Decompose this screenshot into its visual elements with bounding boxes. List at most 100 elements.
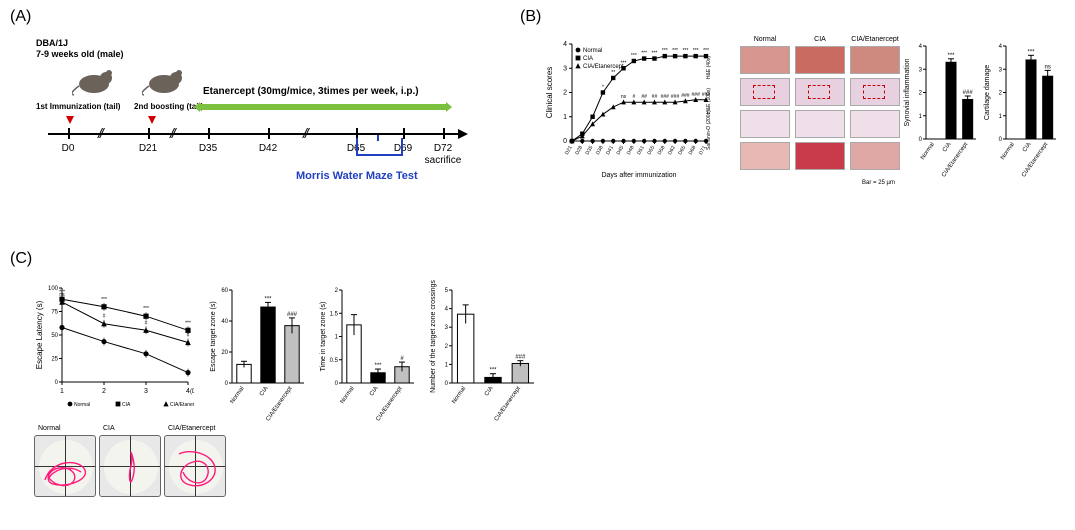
svg-text:***: ***	[662, 48, 668, 54]
svg-text:#: #	[632, 94, 635, 100]
svg-text:Number of the target zone cros: Number of the target zone crossings	[430, 280, 437, 393]
escape-target-bar-chart: 0204060Escape target zone (s)Normal***CI…	[208, 280, 308, 425]
svg-text:***: ***	[672, 48, 678, 54]
svg-text:###: ###	[515, 355, 526, 361]
scale-bar-label: Bar = 25 µm	[862, 180, 895, 186]
svg-text:0: 0	[563, 138, 567, 145]
swim-path-image	[164, 435, 226, 497]
panel-c: (C) 02550751001234(Day)Escape Latency (s…	[8, 250, 608, 520]
mwm-label: Morris Water Maze Test	[296, 170, 418, 182]
svg-text:***: ***	[374, 363, 382, 369]
svg-text:2: 2	[102, 388, 106, 395]
histology-image	[740, 142, 790, 170]
svg-text:3: 3	[445, 325, 449, 331]
svg-text:*: *	[602, 85, 604, 91]
svg-text:***: ***	[101, 297, 107, 303]
tlabel-d42: D42	[259, 143, 277, 154]
histology-image	[795, 110, 845, 138]
svg-text:***: ***	[682, 48, 688, 54]
svg-text:2: 2	[335, 288, 339, 294]
timeline-break-icon: //	[98, 125, 102, 141]
histology-image	[850, 110, 900, 138]
svg-text:D51: D51	[636, 145, 646, 156]
swim-label: Normal	[38, 425, 61, 432]
strain-line1: DBA/1J	[36, 38, 124, 49]
svg-text:***: ***	[631, 53, 637, 59]
svg-text:3: 3	[919, 67, 923, 73]
mwm-bracket	[356, 138, 403, 156]
timeline-arrow-icon	[458, 129, 468, 139]
svg-text:0: 0	[999, 137, 1003, 143]
tick-d0	[68, 128, 70, 139]
svg-text:***: ***	[947, 53, 955, 59]
svg-text:***: ***	[143, 306, 149, 312]
svg-text:Normal: Normal	[340, 386, 356, 405]
svg-text:0.5: 0.5	[330, 358, 339, 364]
svg-text:0: 0	[919, 137, 923, 143]
svg-text:20: 20	[221, 350, 228, 356]
mouse-icon-1	[72, 66, 120, 96]
svg-text:2: 2	[999, 91, 1003, 97]
tlabel-d0: D0	[62, 143, 75, 154]
swim-path-image	[34, 435, 96, 497]
hist-col-normal: Normal	[754, 36, 777, 43]
svg-text:75: 75	[51, 310, 58, 316]
svg-text:25: 25	[51, 357, 58, 363]
svg-text:###: ###	[661, 94, 670, 100]
svg-text:3: 3	[144, 388, 148, 395]
swim-path-image	[99, 435, 161, 497]
histology-image	[740, 110, 790, 138]
svg-text:4: 4	[919, 44, 923, 50]
tlabel-d21: D21	[139, 143, 157, 154]
svg-text:###: ###	[681, 93, 690, 99]
panel-c-label: (C)	[10, 250, 32, 268]
svg-text:1: 1	[563, 114, 567, 121]
svg-text:0: 0	[445, 381, 449, 387]
svg-text:100: 100	[48, 286, 59, 292]
svg-text:Normal: Normal	[230, 386, 246, 405]
panel-a: (A) DBA/1J 7-9 weeks old (male) 1st Immu…	[8, 8, 478, 188]
arrow-immun-2-icon	[148, 116, 156, 124]
svg-text:0: 0	[55, 380, 59, 386]
svg-text:CIA/Etanercept: CIA/Etanercept	[494, 385, 522, 422]
svg-text:CIA/Etanercept: CIA/Etanercept	[583, 64, 624, 70]
escape-latency-chart: 02550751001234(Day)Escape Latency (s)***…	[34, 280, 194, 410]
svg-text:Synovial inflammation: Synovial inflammation	[904, 58, 911, 126]
svg-text:D65: D65	[677, 145, 687, 156]
svg-text:3: 3	[563, 65, 567, 72]
svg-text:CIA: CIA	[942, 142, 953, 154]
svg-text:D58: D58	[657, 145, 667, 156]
histology-image	[795, 142, 845, 170]
svg-text:D62: D62	[667, 145, 677, 156]
svg-text:D48: D48	[626, 145, 636, 156]
svg-text:ns: ns	[59, 292, 65, 298]
svg-text:40: 40	[221, 319, 228, 325]
svg-text:D21: D21	[564, 145, 574, 156]
svg-text:***: ***	[652, 51, 658, 57]
svg-text:2: 2	[445, 344, 449, 350]
histology-grid: Normal CIA CIA/Etanercept H&E (40x)H&E (…	[720, 36, 895, 176]
svg-text:5: 5	[445, 288, 449, 294]
svg-text:**: **	[611, 70, 615, 76]
hist-col-cia: CIA	[814, 36, 826, 43]
panel-a-label: (A)	[10, 8, 31, 26]
timeline-axis	[48, 133, 458, 135]
histology-image	[795, 78, 845, 106]
panel-b-label: (B)	[520, 8, 541, 26]
svg-text:***: ***	[1027, 49, 1035, 55]
svg-text:Normal: Normal	[451, 386, 467, 405]
svg-text:2: 2	[919, 91, 923, 97]
histology-image	[850, 142, 900, 170]
svg-text:CIA: CIA	[369, 386, 380, 398]
svg-text:ns: ns	[1044, 64, 1050, 70]
arrow-immun-1-icon	[66, 116, 74, 124]
svg-text:###: ###	[692, 92, 701, 98]
crossings-bar-chart: 012345Number of the target zone crossing…	[428, 280, 538, 425]
svg-text:1: 1	[999, 114, 1003, 120]
strain-info: DBA/1J 7-9 weeks old (male)	[36, 38, 124, 60]
svg-text:CIA/Etanercept: CIA/Etanercept	[375, 385, 403, 422]
svg-text:4: 4	[563, 41, 567, 48]
svg-text:1: 1	[335, 335, 339, 341]
svg-text:CIA: CIA	[484, 386, 495, 398]
svg-text:4: 4	[445, 307, 449, 313]
